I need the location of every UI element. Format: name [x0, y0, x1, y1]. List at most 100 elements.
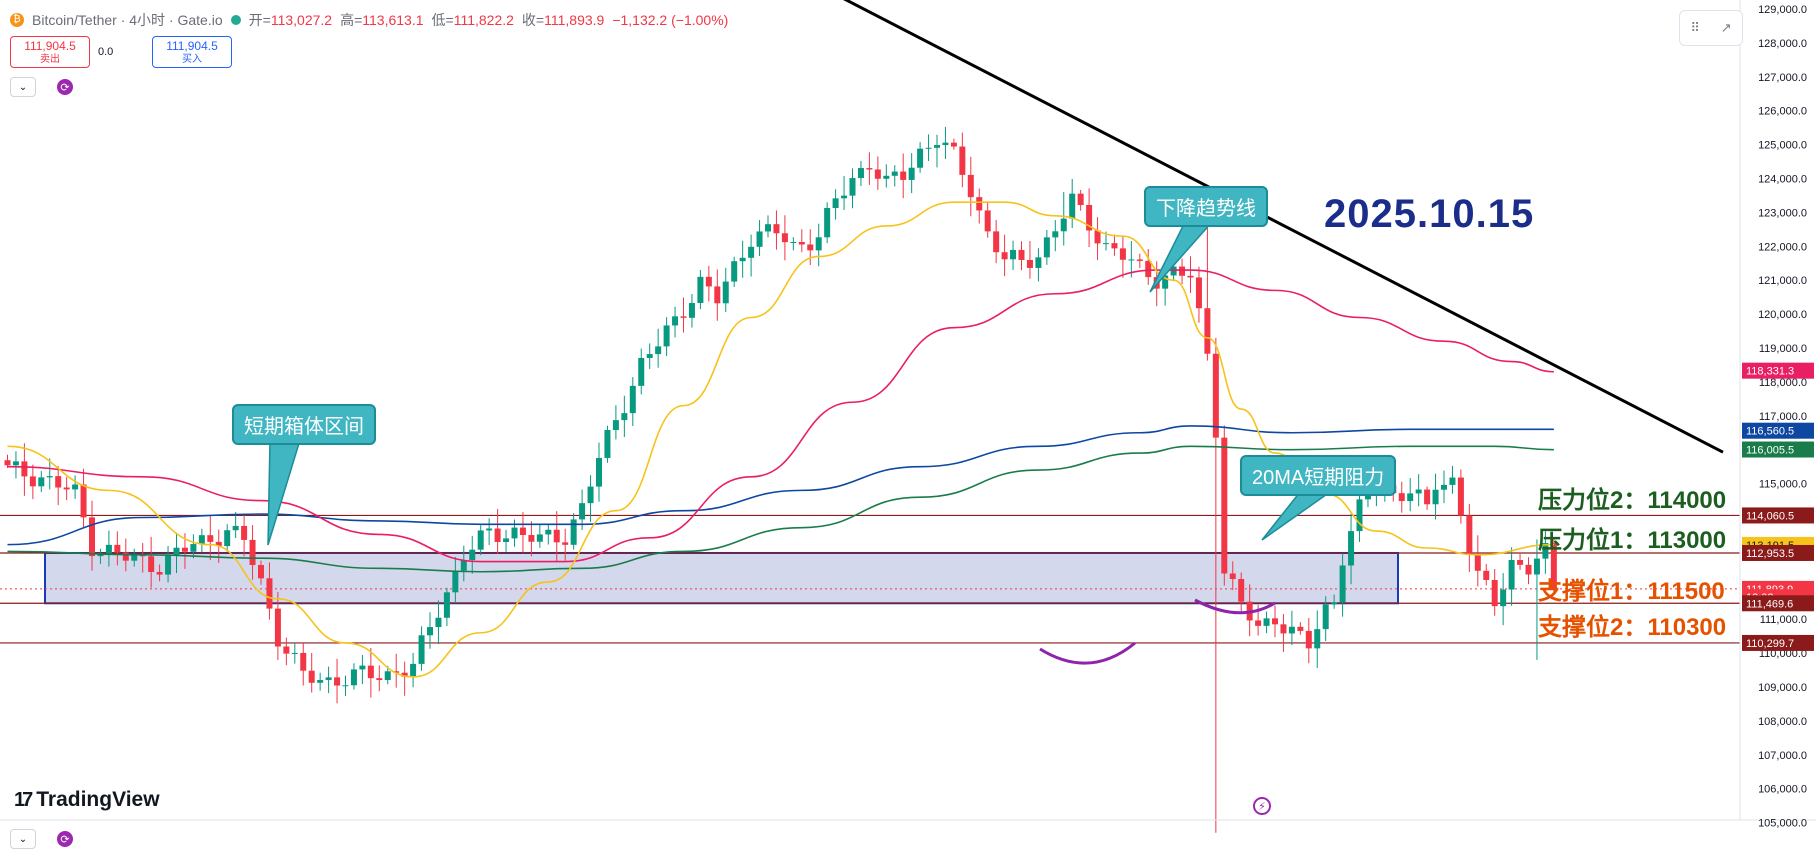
candle-body: [638, 357, 645, 386]
candle-body: [1111, 243, 1118, 249]
candle: [21, 443, 28, 496]
change-value: −1,132.2 (−1.00%): [612, 12, 729, 28]
candle-body: [874, 169, 881, 179]
bottom-refresh-icon[interactable]: ⟳: [57, 831, 73, 847]
sell-button[interactable]: 111,904.5 卖出: [10, 36, 90, 68]
candle-body: [731, 261, 738, 282]
candle: [773, 210, 780, 250]
candle-body: [790, 241, 797, 243]
candle-body: [536, 534, 543, 542]
candle-body: [241, 525, 248, 540]
candle: [1525, 557, 1532, 585]
bottom-collapse-button[interactable]: ⌄: [10, 829, 36, 849]
candle-body: [942, 142, 949, 146]
open-value: 113,027.2: [270, 12, 333, 28]
candle: [1449, 465, 1456, 494]
candle-body: [1145, 260, 1152, 278]
candle: [1145, 249, 1152, 285]
candle-body: [232, 525, 239, 531]
trend-tool-icon[interactable]: ↗: [1720, 20, 1732, 35]
candle: [105, 530, 112, 567]
ma120-line: [7, 425, 1554, 546]
candle: [46, 458, 53, 490]
candle: [1542, 531, 1549, 574]
candle-body: [1407, 493, 1414, 502]
candle: [367, 647, 374, 698]
candle: [1441, 470, 1447, 504]
candle-body: [841, 195, 848, 199]
candle-body: [866, 168, 873, 170]
candle: [165, 545, 172, 583]
candle: [1136, 253, 1143, 269]
candle-body: [756, 231, 763, 247]
y-tick-label: 119,000.0: [1759, 343, 1807, 355]
y-tick-label: 115,000.0: [1759, 479, 1807, 491]
candle-body: [993, 231, 1000, 253]
candle-body: [570, 519, 577, 545]
candle-body: [1297, 626, 1304, 631]
candle-body: [1221, 437, 1228, 574]
candle: [1517, 552, 1524, 570]
candle-body: [917, 148, 924, 168]
refresh-icon[interactable]: ⟳: [57, 79, 73, 95]
candle-body: [418, 635, 425, 664]
candle-body: [486, 528, 493, 531]
candle-body: [1533, 558, 1540, 575]
candle: [790, 237, 797, 251]
candle-body: [722, 281, 729, 304]
flash-icon[interactable]: ⚡: [1253, 797, 1271, 815]
candle-body: [1229, 573, 1236, 579]
candle: [1026, 241, 1033, 279]
price-label-bg: [1742, 634, 1814, 651]
price-label: 118,331.3: [1746, 366, 1794, 378]
price-label-bg: [1742, 544, 1814, 561]
candle-body: [984, 210, 991, 232]
candle-body: [773, 224, 780, 234]
candle: [874, 156, 881, 190]
price-label: 112,953.5: [1746, 548, 1794, 560]
candle-body: [224, 530, 231, 547]
y-tick-label: 107,000.0: [1758, 750, 1807, 762]
candle: [460, 545, 467, 582]
candle: [38, 471, 45, 493]
chart-tools-box[interactable]: ⠿ ↗: [1679, 10, 1743, 46]
candle: [1483, 564, 1490, 586]
candle-body: [477, 530, 484, 550]
candle: [486, 518, 493, 545]
candle-body: [688, 303, 695, 318]
sell-price: 111,904.5: [24, 39, 76, 53]
candle-body: [798, 241, 805, 245]
candle: [562, 528, 569, 561]
price-label-bg: [1742, 507, 1814, 524]
buy-button[interactable]: 111,904.5 买入: [152, 36, 232, 68]
candle-body: [190, 544, 197, 552]
collapse-indicators-button[interactable]: ⌄: [10, 77, 36, 97]
candle: [993, 220, 1000, 264]
candle: [469, 535, 476, 574]
symbol-title[interactable]: Bitcoin/Tether · 4小时 · Gate.io: [32, 12, 223, 28]
y-tick-label: 117,000.0: [1759, 411, 1807, 423]
candle: [1457, 469, 1464, 524]
tv-mark: 17: [14, 788, 33, 811]
candle: [190, 534, 197, 559]
candle: [841, 176, 848, 210]
candle-body: [680, 316, 687, 318]
candle: [1550, 537, 1557, 595]
candle-body: [849, 178, 856, 196]
candle-body: [1077, 193, 1084, 205]
drag-handle-icon[interactable]: ⠿: [1690, 20, 1700, 35]
low-value: 111,822.2: [453, 12, 514, 28]
open-label: 开=: [248, 12, 271, 28]
candle-body: [672, 316, 679, 326]
candle: [317, 672, 324, 691]
cup-arc-right: [1194, 598, 1276, 615]
candle: [655, 328, 662, 368]
candle-body: [553, 529, 560, 543]
candle: [748, 234, 755, 277]
candle-body: [503, 538, 510, 542]
candle-body: [427, 627, 433, 636]
candle: [1500, 573, 1507, 626]
candle-body: [815, 237, 822, 251]
candle-body: [165, 554, 172, 575]
candle-body: [528, 535, 535, 542]
